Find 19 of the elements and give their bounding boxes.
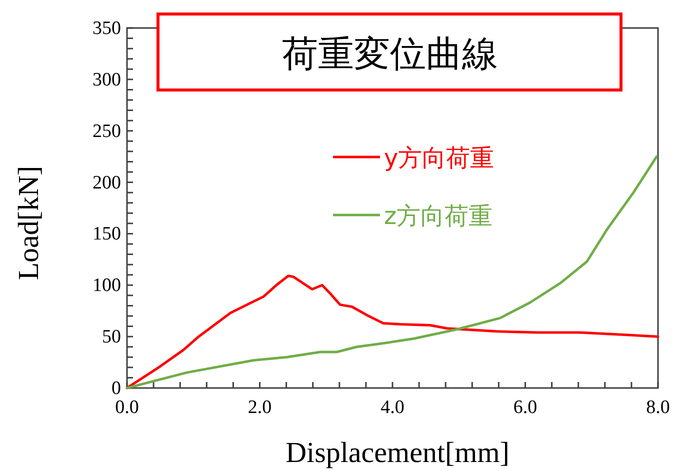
y-tick-label: 0 xyxy=(112,378,121,399)
y-tick-label: 250 xyxy=(92,120,121,142)
line-series xyxy=(126,274,660,390)
y-axis-title: Load[kN] xyxy=(13,166,45,280)
x-tick-label: 4.0 xyxy=(380,397,404,418)
legend-label: z方向荷重 xyxy=(384,202,493,230)
x-tick-label: 6.0 xyxy=(513,397,538,418)
chart-title: 荷重変位曲線 xyxy=(282,34,498,75)
y-tick-label: 50 xyxy=(102,326,121,348)
y-tick-label: 150 xyxy=(92,224,121,245)
y-tick-label: 350 xyxy=(92,18,121,39)
x-tick-label: 0.0 xyxy=(115,397,139,418)
x-tick-label: 8.0 xyxy=(646,397,670,418)
y-tick-label: 300 xyxy=(92,69,121,90)
y-tick-label: 200 xyxy=(92,172,121,194)
legend-label: y方向荷重 xyxy=(384,144,494,172)
x-tick-label: 2.0 xyxy=(248,397,272,418)
y-tick-label: 100 xyxy=(92,275,121,296)
x-axis-title: Displacement[mm] xyxy=(286,437,510,469)
